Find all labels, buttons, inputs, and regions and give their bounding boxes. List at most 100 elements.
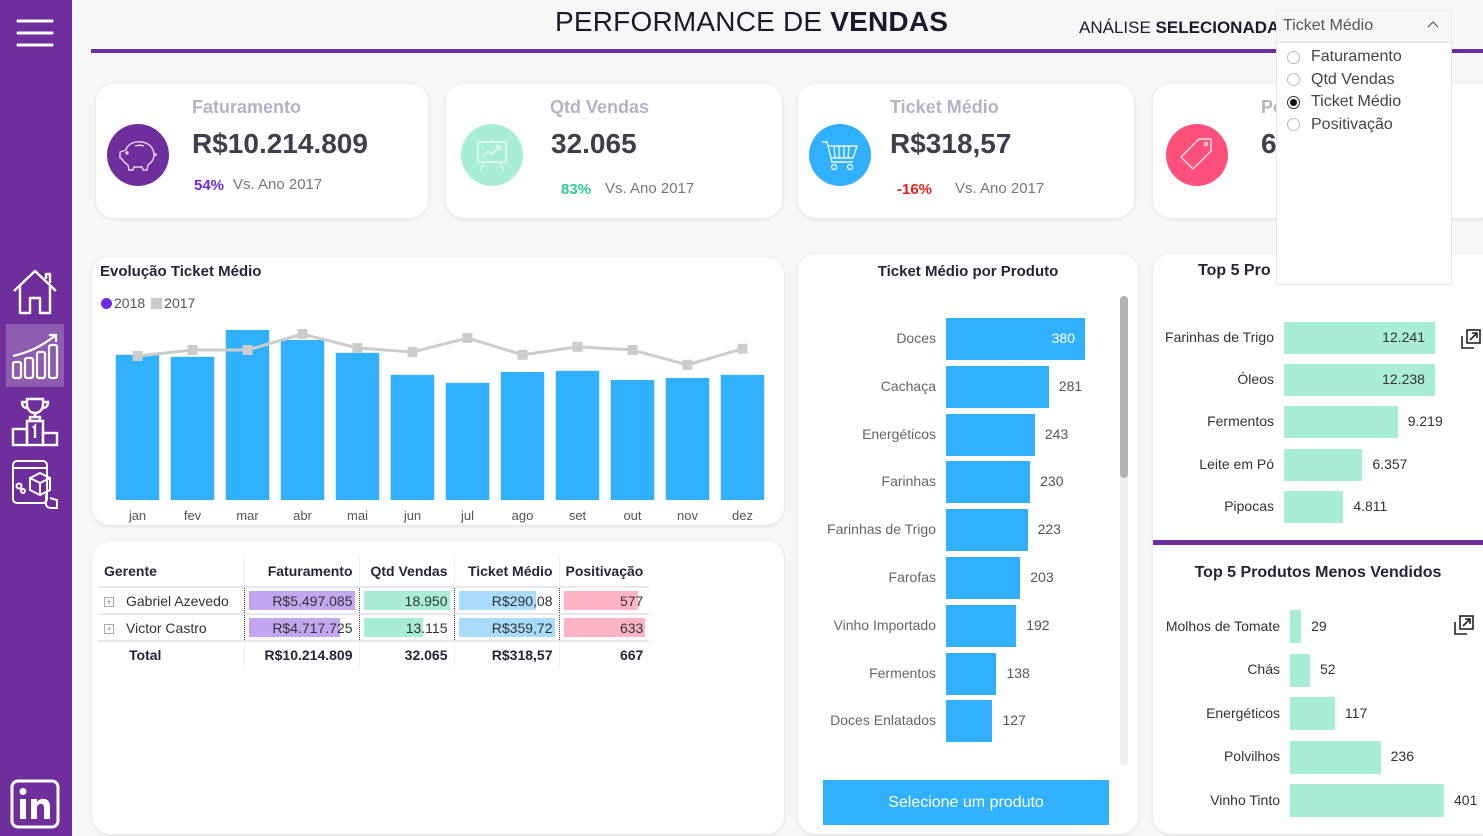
bar[interactable] bbox=[946, 461, 1031, 504]
bar[interactable] bbox=[1284, 490, 1344, 523]
radio-unchecked-icon[interactable] bbox=[1287, 50, 1300, 64]
product-box-touch-icon bbox=[12, 460, 58, 509]
gerente-table: Gerente Faturamento Qtd Vendas Ticket Mé… bbox=[98, 555, 650, 668]
nav-products[interactable] bbox=[6, 455, 64, 513]
scrollbar-thumb[interactable] bbox=[1120, 296, 1128, 478]
header-gerente[interactable]: Gerente bbox=[98, 555, 244, 588]
dropdown-option[interactable]: Ticket Médio bbox=[1277, 91, 1451, 114]
marker-2017-abr[interactable] bbox=[297, 329, 308, 339]
bar[interactable] bbox=[1284, 364, 1435, 397]
bar[interactable] bbox=[946, 604, 1017, 647]
bar[interactable] bbox=[1290, 740, 1381, 774]
marker-2017-ago[interactable] bbox=[517, 349, 528, 360]
category-label: Polvilhos bbox=[1223, 748, 1280, 764]
bar[interactable] bbox=[946, 318, 1085, 360]
dropdown-option-label: Positivação bbox=[1311, 115, 1393, 133]
bar[interactable] bbox=[1284, 406, 1398, 439]
data-label: 192 bbox=[1026, 616, 1050, 633]
marker-2017-jul[interactable] bbox=[462, 333, 473, 343]
bar-jan[interactable] bbox=[115, 354, 160, 500]
data-bar bbox=[248, 618, 340, 637]
marker-2017-jan[interactable] bbox=[132, 351, 143, 361]
bar[interactable] bbox=[946, 365, 1049, 408]
header-faturamento[interactable]: Faturamento bbox=[243, 555, 359, 588]
bar-jul[interactable] bbox=[445, 382, 490, 500]
header-ticket-medio[interactable]: Ticket Médio bbox=[453, 555, 559, 588]
analise-dropdown[interactable]: Ticket Médio bbox=[1276, 10, 1452, 42]
bar-ago[interactable] bbox=[500, 372, 545, 500]
bar[interactable] bbox=[946, 413, 1035, 456]
linkedin-link[interactable] bbox=[6, 775, 64, 833]
dropdown-option[interactable]: Positivação bbox=[1277, 114, 1451, 137]
radio-checked-icon[interactable] bbox=[1287, 95, 1300, 109]
bar[interactable] bbox=[1284, 322, 1435, 354]
total-posit: 667 bbox=[558, 641, 650, 668]
data-label: 4.811 bbox=[1353, 497, 1388, 514]
dropdown-option-label: Qtd Vendas bbox=[1311, 70, 1395, 88]
marker-2017-mar[interactable] bbox=[242, 345, 253, 355]
expand-icon[interactable]: + bbox=[104, 623, 114, 634]
category-label: Farinhas bbox=[881, 473, 936, 490]
data-label: 230 bbox=[1040, 473, 1064, 490]
bar-mai[interactable] bbox=[335, 352, 380, 500]
ticket-cell: R$290,08 bbox=[453, 587, 559, 615]
marker-2017-fev[interactable] bbox=[187, 345, 198, 355]
nav-home[interactable] bbox=[6, 263, 64, 321]
data-label: 203 bbox=[1030, 569, 1054, 585]
marker-2017-dez[interactable] bbox=[737, 343, 748, 354]
bar-mar[interactable] bbox=[225, 330, 270, 500]
piggy-bank-icon bbox=[107, 124, 169, 186]
radio-unchecked-icon[interactable] bbox=[1287, 73, 1300, 87]
bar-jun[interactable] bbox=[390, 374, 435, 500]
dropdown-option[interactable]: Qtd Vendas bbox=[1277, 69, 1451, 92]
bar[interactable] bbox=[946, 700, 993, 743]
x-tick-label: jul bbox=[460, 508, 474, 523]
gerente-name: Victor Castro bbox=[126, 619, 207, 636]
marker-2017-out[interactable] bbox=[627, 345, 638, 355]
category-label: Farinhas de Trigo bbox=[1165, 329, 1274, 345]
marker-2017-mai[interactable] bbox=[352, 343, 363, 353]
data-bar bbox=[458, 591, 537, 610]
x-tick-label: mar bbox=[236, 508, 259, 523]
nav-performance[interactable] bbox=[6, 324, 64, 387]
data-label: 236 bbox=[1390, 748, 1414, 764]
bar[interactable] bbox=[946, 557, 1021, 599]
bar-nov[interactable] bbox=[665, 378, 710, 500]
expand-icon[interactable]: + bbox=[104, 596, 114, 607]
bar-fev[interactable] bbox=[170, 356, 215, 500]
bar[interactable] bbox=[946, 652, 997, 695]
bar[interactable] bbox=[1290, 784, 1444, 817]
focus-mode-icon[interactable] bbox=[1453, 614, 1475, 636]
evolucao-chart: jan fev mar abr mai jun jul ago set out nov dez bbox=[115, 329, 765, 523]
header-qtd-vendas[interactable]: Qtd Vendas bbox=[358, 555, 454, 588]
x-tick-label: abr bbox=[293, 508, 312, 523]
bar-out[interactable] bbox=[610, 380, 655, 500]
data-label: 52 bbox=[1319, 661, 1336, 677]
table-row[interactable]: + Gabriel Azevedo R$5.497.085 18.950 R$29… bbox=[98, 587, 650, 615]
radio-unchecked-icon[interactable] bbox=[1287, 118, 1300, 132]
x-tick-label: jan bbox=[128, 508, 146, 523]
bar-abr[interactable] bbox=[280, 340, 325, 500]
select-product-button[interactable]: Selecione um produto bbox=[823, 780, 1109, 825]
marker-2017-jun[interactable] bbox=[407, 347, 418, 357]
bar[interactable] bbox=[1290, 653, 1310, 687]
bar[interactable] bbox=[1284, 448, 1363, 481]
focus-mode-icon[interactable] bbox=[1460, 328, 1482, 350]
header-positivacao[interactable]: Positivação bbox=[558, 555, 650, 588]
menu-button[interactable] bbox=[6, 4, 64, 62]
bar[interactable] bbox=[946, 509, 1028, 552]
table-row[interactable]: + Victor Castro R$4.717.725 13.115 R$359,… bbox=[98, 614, 650, 642]
faturamento-value: R$5.497.085 bbox=[272, 592, 353, 609]
marker-2017-nov[interactable] bbox=[682, 359, 693, 370]
dropdown-option[interactable]: Faturamento bbox=[1277, 46, 1451, 69]
legend-marker-2018 bbox=[101, 297, 112, 309]
nav-ranking[interactable] bbox=[6, 392, 64, 450]
legend-label-2017: 2017 bbox=[164, 295, 196, 311]
scrollbar-track[interactable] bbox=[1120, 296, 1128, 766]
bar[interactable] bbox=[1290, 697, 1335, 730]
bar-dez[interactable] bbox=[720, 374, 765, 500]
marker-2017-set[interactable] bbox=[572, 341, 583, 352]
bar-set[interactable] bbox=[555, 370, 600, 500]
analise-label-light: ANÁLISE bbox=[1079, 18, 1156, 37]
bar[interactable] bbox=[1290, 610, 1302, 643]
